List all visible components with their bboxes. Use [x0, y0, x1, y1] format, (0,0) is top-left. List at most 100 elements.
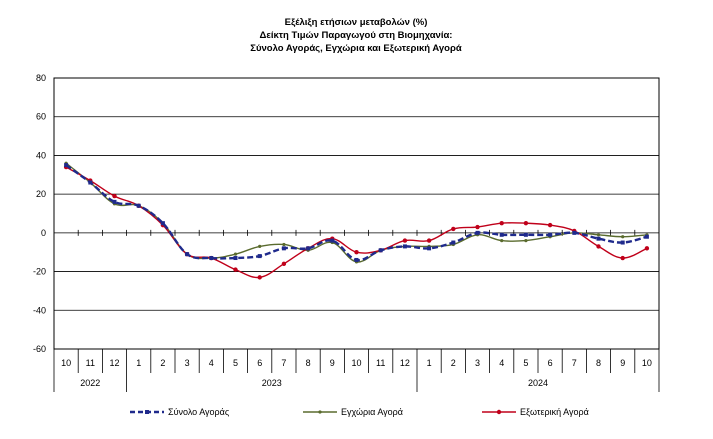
data-point — [572, 230, 577, 235]
legend-marker — [496, 409, 502, 415]
data-point — [354, 250, 359, 255]
data-point — [547, 222, 553, 228]
data-point — [185, 252, 190, 257]
gridlines — [53, 77, 660, 350]
data-point — [136, 203, 141, 208]
chart-title-line-3: Σύνολο Αγοράς, Εγχώρια και Εξωτερική Αγο… — [250, 43, 462, 54]
legend-item: Εγχώρια Αγορά — [303, 407, 403, 417]
x-tick-label: 12 — [400, 358, 410, 368]
data-point — [620, 255, 625, 261]
chart-title: Εξέλιξη ετήσιων μεταβολών (%) Δείκτη Τιμ… — [250, 17, 462, 54]
x-tick-label: 9 — [330, 358, 335, 368]
x-tick-label: 11 — [86, 358, 95, 368]
y-tick-label: 0 — [41, 228, 46, 238]
year-label: 2022 — [80, 378, 100, 388]
chart-title-line-2: Δείκτη Τιμών Παραγωγού στη Βιομηχανία: — [260, 30, 453, 41]
series-line — [65, 164, 648, 262]
x-tick-label: 8 — [306, 358, 311, 368]
x-tick-label: 5 — [233, 358, 238, 368]
y-tick-label: -40 — [33, 305, 46, 315]
data-point — [426, 238, 432, 243]
x-tick-label: 2 — [451, 358, 456, 368]
data-point — [548, 232, 553, 237]
y-tick-label: -20 — [33, 267, 46, 277]
x-tick-label: 9 — [620, 358, 625, 368]
series-line — [65, 162, 647, 263]
x-tick-label: 10 — [642, 358, 652, 368]
y-tick-label: 60 — [36, 112, 46, 122]
data-point — [523, 220, 529, 226]
data-point — [620, 240, 625, 245]
x-tick-label: 4 — [209, 358, 214, 368]
data-point — [88, 180, 93, 185]
data-point — [644, 234, 649, 239]
legend-marker — [145, 410, 149, 414]
x-tick-label: 6 — [257, 358, 262, 368]
x-tick-label: 3 — [475, 358, 480, 368]
data-point — [596, 233, 601, 237]
data-point — [112, 193, 117, 199]
x-tick-label: 1 — [427, 358, 432, 368]
data-point — [621, 235, 625, 239]
x-tick-label: 1 — [136, 358, 141, 368]
legend-label: Σύνολο Αγοράς — [168, 407, 230, 417]
legend-item: Σύνολο Αγοράς — [130, 407, 230, 417]
data-point — [500, 239, 504, 243]
y-tick-label: 80 — [36, 73, 46, 83]
data-point — [644, 246, 650, 251]
data-point — [64, 163, 69, 168]
data-point — [523, 232, 528, 237]
x-tick-label: 4 — [499, 358, 504, 368]
x-tick-label: 8 — [596, 358, 601, 368]
data-point — [257, 254, 262, 259]
data-point — [451, 226, 456, 232]
data-point — [160, 221, 165, 226]
y-tick-label: -60 — [33, 344, 46, 354]
chart-title-line-1: Εξέλιξη ετήσιων μεταβολών (%) — [285, 17, 428, 28]
series — [63, 161, 650, 280]
legend-label: Εγχώρια Αγορά — [341, 407, 403, 417]
legend: Σύνολο Αγοράς Εγχώρια Αγορά Εξωτερική Αγορ… — [130, 407, 589, 417]
legend-marker — [318, 410, 322, 414]
x-tick-label: 5 — [523, 358, 528, 368]
data-point — [378, 248, 383, 253]
data-point — [112, 199, 117, 204]
data-point — [596, 244, 601, 249]
y-tick-label: 40 — [36, 150, 46, 160]
legend-label: Εξωτερική Αγορά — [520, 407, 589, 417]
data-point — [233, 252, 238, 256]
data-point — [233, 267, 238, 272]
y-axis: 80 60 40 20 0 -20 -40 -60 — [33, 73, 46, 354]
x-tick-label: 11 — [376, 358, 385, 368]
x-tick-label: 10 — [61, 358, 71, 368]
x-tick-label: 3 — [185, 358, 190, 368]
data-point — [402, 244, 407, 249]
x-tick-label: 7 — [572, 358, 577, 368]
data-point — [451, 240, 456, 245]
year-label: 2024 — [528, 378, 548, 388]
x-tick-label: 7 — [281, 358, 286, 368]
data-point — [281, 246, 286, 251]
data-point — [281, 261, 287, 267]
data-point — [427, 246, 432, 251]
data-point — [306, 246, 311, 251]
data-point — [596, 236, 601, 241]
x-tick-label: 2 — [160, 358, 165, 368]
x-tick-label: 12 — [109, 358, 119, 368]
y-tick-label: 20 — [36, 189, 46, 199]
data-point — [233, 256, 238, 261]
data-point — [499, 232, 504, 237]
data-point — [354, 257, 359, 262]
year-label: 2023 — [262, 378, 282, 388]
data-point — [282, 242, 286, 247]
data-point — [475, 230, 480, 235]
data-point — [257, 275, 262, 280]
data-point — [209, 256, 214, 261]
plot-border — [53, 77, 660, 350]
data-point — [499, 220, 504, 226]
data-point — [330, 238, 335, 243]
x-tick-label: 10 — [351, 358, 361, 368]
